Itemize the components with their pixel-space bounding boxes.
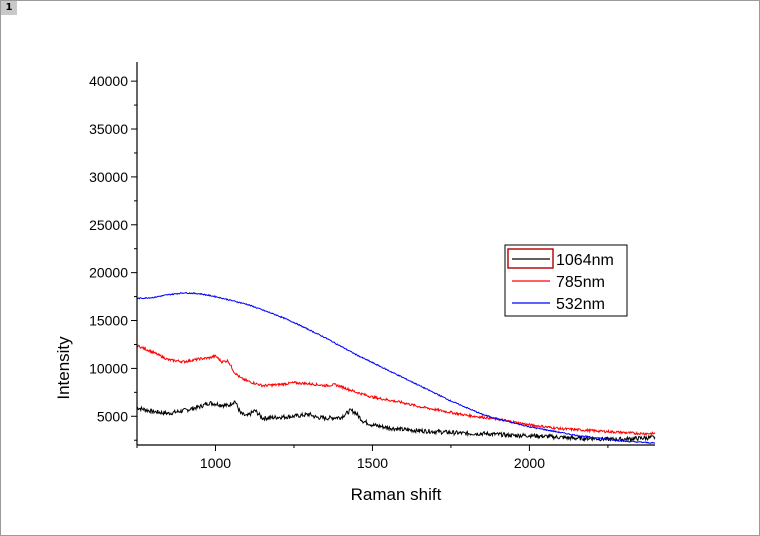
- y-tick-label: 5000: [97, 408, 128, 424]
- y-tick-label: 30000: [89, 169, 128, 185]
- y-tick-label: 20000: [89, 265, 128, 281]
- series-line-785nm: [136, 344, 656, 436]
- x-tick-label: 1000: [200, 455, 231, 471]
- y-axis-title: Intensity: [54, 336, 73, 400]
- axes: 5000 10000 15000 20000 25000 30000 35000 40000 1…: [89, 62, 655, 471]
- x-axis-title: Raman shift: [351, 485, 442, 504]
- x-tick-label: 1500: [357, 455, 388, 471]
- legend-label: 532nm: [556, 296, 605, 313]
- y-tick-label: 35000: [89, 121, 128, 137]
- series-lines: [136, 291, 656, 444]
- legend-item-785nm[interactable]: 785nm: [512, 274, 605, 291]
- legend-selection-box: [507, 248, 554, 269]
- legend[interactable]: 1064nm 785nm 532nm: [504, 244, 628, 317]
- series-line-1064nm: [136, 400, 656, 443]
- legend-item-532nm[interactable]: 532nm: [512, 296, 605, 313]
- y-tick-label: 10000: [89, 360, 128, 376]
- y-tick-label: 15000: [89, 313, 128, 329]
- legend-item-1064nm[interactable]: 1064nm: [507, 248, 614, 269]
- legend-label: 1064nm: [556, 252, 614, 269]
- y-tick-label: 25000: [89, 217, 128, 233]
- layer-tab[interactable]: 1: [1, 1, 17, 15]
- legend-label: 785nm: [556, 274, 605, 291]
- y-tick-label: 40000: [89, 73, 128, 89]
- x-tick-label: 2000: [514, 455, 545, 471]
- series-line-532nm: [136, 291, 656, 444]
